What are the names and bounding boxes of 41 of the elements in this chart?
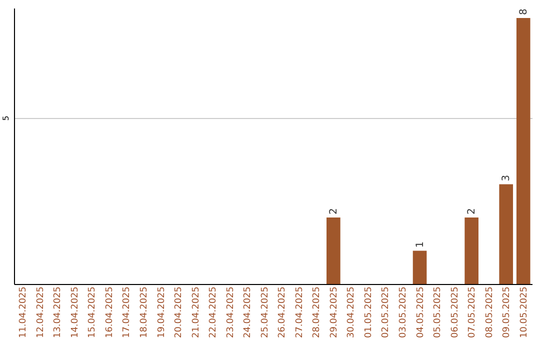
x-tick-label: 16.04.2025 (104, 286, 115, 338)
x-tick-label: 02.05.2025 (381, 286, 392, 338)
x-tick-label: 21.04.2025 (191, 286, 202, 338)
data-label: 2 (328, 208, 340, 214)
x-tick-label: 19.04.2025 (156, 286, 167, 338)
x-tick-label: 15.04.2025 (88, 286, 98, 338)
x-tick-label: 28.04.2025 (312, 286, 322, 338)
x-tick-label: 14.04.2025 (70, 286, 80, 338)
data-label: 2 (466, 208, 478, 214)
x-tick-label: 27.04.2025 (294, 286, 305, 338)
bar (516, 18, 530, 284)
y-tick-label: 5 (2, 116, 10, 121)
x-tick-label: 01.05.2025 (364, 286, 374, 338)
x-tick-label: 09.05.2025 (502, 286, 512, 338)
x-tick-label: 13.04.2025 (53, 286, 64, 338)
x-tick-label: 03.05.2025 (398, 286, 408, 338)
x-tick-label: 08.05.2025 (484, 286, 495, 338)
bar (412, 250, 427, 284)
x-tick-label: 25.04.2025 (260, 286, 270, 338)
x-tick-label: 18.04.2025 (140, 286, 150, 338)
bar (464, 217, 478, 284)
x-tick-label: 22.04.2025 (208, 286, 219, 338)
data-label: 3 (501, 174, 512, 182)
bar (499, 184, 514, 284)
x-tick-label: 17.04.2025 (122, 286, 132, 338)
x-tick-label: 20.04.2025 (174, 286, 184, 338)
data-label: 8 (518, 8, 530, 15)
x-tick-label: 07.05.2025 (468, 286, 478, 338)
x-tick-label: 26.04.2025 (278, 286, 288, 338)
data-label: 1 (414, 241, 426, 248)
x-tick-label: 12.04.2025 (36, 286, 46, 338)
x-tick-label: 10.05.2025 (519, 286, 530, 338)
x-tick-label: 06.05.2025 (450, 286, 460, 338)
x-tick-label: 11.04.2025 (18, 286, 29, 338)
bar (326, 217, 340, 284)
x-tick-label: 23.04.2025 (226, 286, 236, 338)
x-tick-label: 04.05.2025 (416, 286, 426, 338)
x-tick-label: 30.04.2025 (346, 286, 357, 338)
x-tick-label: 29.04.2025 (329, 286, 340, 338)
x-tick-label: 24.04.2025 (243, 286, 254, 338)
x-tick-label: 05.05.2025 (433, 286, 444, 338)
